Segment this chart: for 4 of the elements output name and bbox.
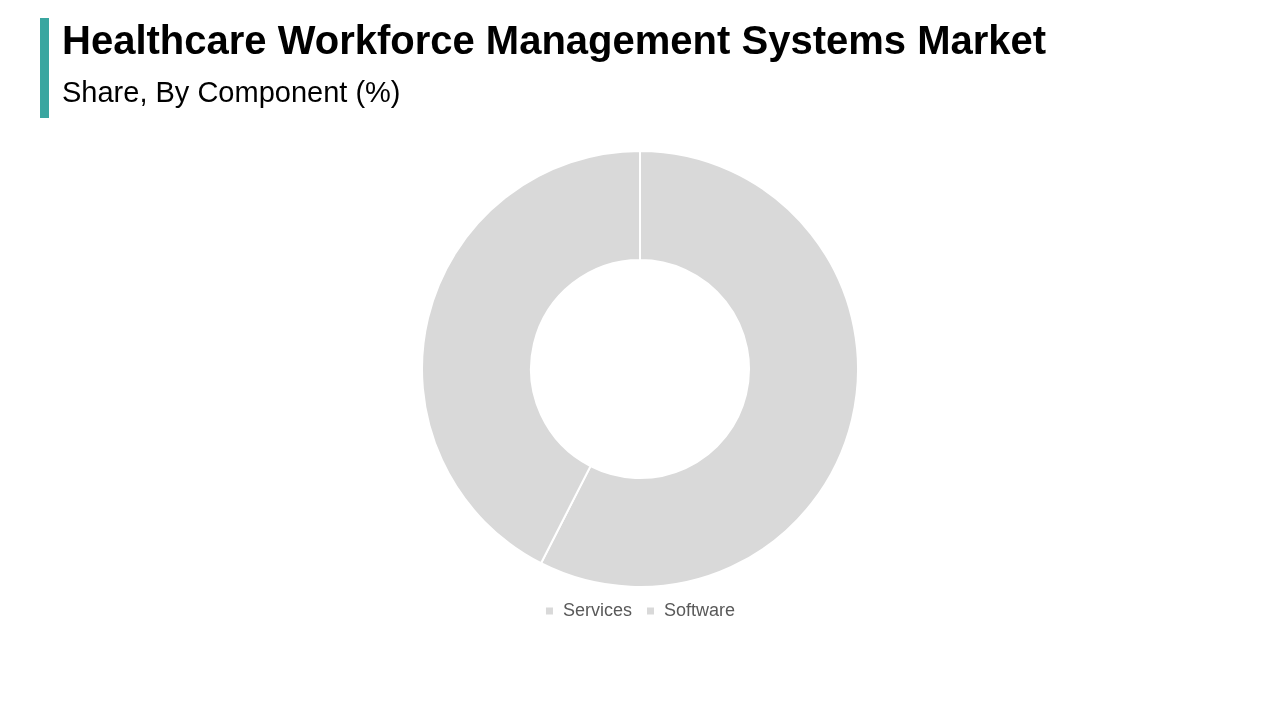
chart-title: Healthcare Workforce Management Systems Market bbox=[62, 18, 1047, 63]
legend-label: Software bbox=[663, 599, 736, 620]
chart-subtitle: Share, By Component (%) bbox=[62, 76, 401, 109]
legend-label: Services bbox=[562, 599, 632, 620]
